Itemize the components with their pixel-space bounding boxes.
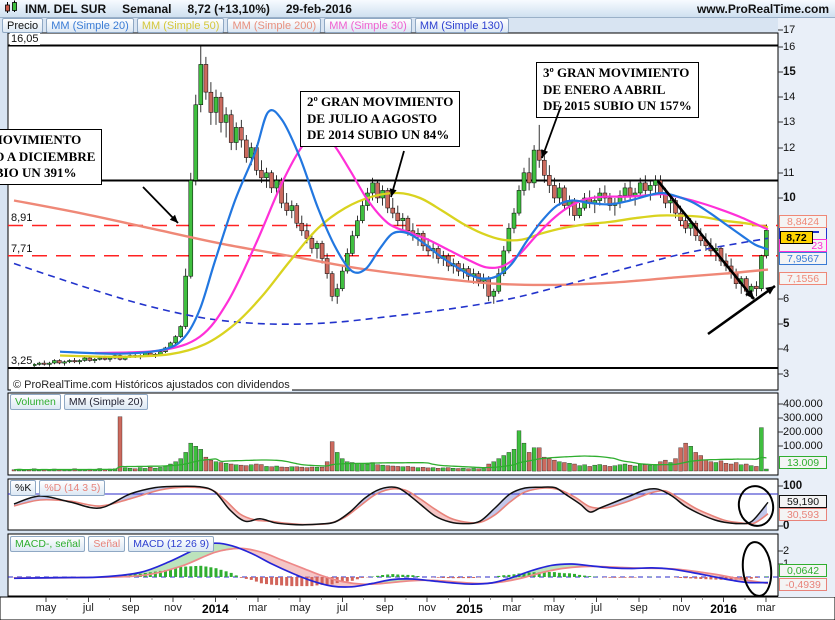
annotation-line: 2º GRAN MOVIMIENTO — [307, 94, 454, 109]
annotation-line: AGOSTO A DICIEMBRE — [0, 148, 96, 164]
annotation-line: DE 2014 SUBIO UN 84% — [307, 127, 450, 142]
axis-tick-label: 14 — [783, 91, 796, 103]
axis-tick-label: 17 — [783, 24, 796, 36]
axis-tick-label: 200.000 — [783, 426, 823, 438]
indicator-button-0[interactable]: Precio — [2, 18, 44, 33]
annotation-line: DE 2015 SUBIO UN 157% — [543, 98, 692, 113]
quote-date: 29-feb-2016 — [285, 1, 352, 16]
instrument-name[interactable]: INM. DEL SUR — [25, 1, 107, 16]
axis-tick-label: 3 — [783, 368, 790, 380]
time-axis-label: sep — [121, 602, 140, 614]
value-box: 7,1556 — [779, 272, 827, 285]
axis-tick-label: 100.000 — [783, 440, 823, 452]
annotation-box-3[interactable]: 3º GRAN MOVIMIENTO DE ENERO A ABRIL DE 201… — [536, 62, 699, 118]
time-axis-label: jul — [82, 602, 94, 614]
macd-header-button-0[interactable]: MACD-, señal — [10, 536, 86, 552]
macd-header-button-2[interactable]: MACD (12 26 9) — [128, 536, 215, 552]
value-box: 13.009 — [779, 456, 827, 469]
axis-tick-label: 10 — [783, 192, 796, 204]
axis-tick-label: 100 — [783, 480, 803, 492]
annotation-line: GRAN MOVIMIENTO — [0, 132, 82, 147]
indicator-button-1[interactable]: MM (Simple 20) — [46, 18, 134, 33]
value-box: 0,0642 — [779, 564, 827, 577]
macd-header-button-1[interactable]: Señal — [88, 536, 126, 552]
axis-tick-label: 0 — [783, 520, 790, 532]
axis-tick-label: 6 — [783, 293, 790, 305]
value-box: 8,8424 — [779, 215, 827, 228]
annotation-line: DE JULIO A AGOSTO — [307, 110, 438, 126]
time-axis-label: may — [543, 602, 565, 614]
copyright-note: © ProRealTime.com Históricos ajustados c… — [11, 379, 292, 391]
indicator-button-2[interactable]: MM (Simple 50) — [136, 18, 225, 33]
time-axis-label: may — [35, 602, 57, 614]
time-axis-label: 2015 — [456, 602, 483, 616]
volume-header: Volumen MM (Simple 20) — [10, 394, 151, 410]
macd-header: MACD-, señal Señal MACD (12 26 9) — [10, 536, 217, 552]
indicator-button-5[interactable]: MM (Simple 130) — [414, 18, 509, 33]
indicator-button-3[interactable]: MM (Simple 200) — [227, 18, 322, 33]
value-box: 30,593 — [779, 508, 827, 521]
time-axis-label: may — [289, 602, 311, 614]
annotation-box-1[interactable]: GRAN MOVIMIENTOAGOSTO A DICIEMBRE2013 SU… — [0, 129, 103, 185]
volume-header-button-1[interactable]: MM (Simple 20) — [63, 394, 148, 410]
time-axis-label: sep — [630, 602, 648, 614]
axis-tick-label: 11 — [783, 167, 795, 179]
axis-tick-label: 4 — [783, 343, 790, 355]
candlestick-icon — [4, 0, 19, 17]
axis-tick-label: 5 — [783, 318, 790, 330]
volume-header-button-0[interactable]: Volumen — [10, 394, 61, 410]
time-axis-label: jul — [591, 602, 603, 614]
axis-tick-label: 15 — [783, 66, 796, 78]
time-axis-label: mar — [248, 602, 268, 614]
axis-tick-label: 400.000 — [783, 398, 823, 410]
website-link[interactable]: www.ProRealTime.com — [696, 1, 829, 16]
value-box: 8,72 — [780, 231, 813, 244]
value-box: 59,190 — [779, 495, 827, 508]
time-axis-label: mar — [756, 602, 776, 614]
time-axis-label: 2014 — [202, 602, 229, 616]
indicator-toolbar: Precio MM (Simple 20) MM (Simple 50) MM (Si… — [2, 18, 512, 33]
axis-tick-label: 12 — [783, 142, 796, 154]
time-axis-label: sep — [375, 602, 394, 614]
indicator-button-4[interactable]: MM (Simple 30) — [324, 18, 412, 33]
value-box: 7,9567 — [779, 252, 827, 265]
price-level-label: 16,05 — [10, 33, 40, 45]
axis-tick-label: 300.000 — [783, 412, 823, 424]
annotation-box-2[interactable]: 2º GRAN MOVIMIENTO DE JULIO A AGOSTO DE 20… — [300, 91, 461, 147]
time-axis-label: jul — [336, 602, 348, 614]
annotation-line: 2013 SUBIO UN 391% — [0, 165, 77, 180]
last-quote: 8,72 (+13,10%) — [187, 1, 270, 16]
stochastic-header: %K %D (14 3 5) — [10, 480, 108, 496]
stochastic-header-button-1[interactable]: %D (14 3 5) — [39, 480, 106, 496]
stochastic-header-button-0[interactable]: %K — [10, 480, 37, 496]
time-axis-label: mar — [502, 602, 522, 614]
price-level-label: 7,71 — [10, 243, 34, 255]
axis-tick-label: 16 — [783, 41, 796, 53]
time-axis-label: 2016 — [710, 602, 737, 616]
annotation-line: 3º GRAN MOVIMIENTO — [543, 65, 690, 80]
title-bar: INM. DEL SUR Semanal 8,72 (+13,10%) 29-f… — [0, 0, 835, 18]
time-axis-label: nov — [164, 602, 182, 614]
price-level-label: 3,25 — [10, 355, 34, 367]
time-axis-label: nov — [418, 602, 437, 614]
value-box: -0,4939 — [779, 578, 827, 591]
price-level-label: 8,91 — [10, 212, 34, 224]
timeframe-label[interactable]: Semanal — [122, 1, 172, 16]
axis-tick-label: 13 — [783, 116, 796, 128]
annotation-line: DE ENERO A ABRIL — [543, 81, 666, 97]
axis-tick-label: 2 — [783, 545, 790, 557]
time-axis-label: nov — [672, 602, 691, 614]
